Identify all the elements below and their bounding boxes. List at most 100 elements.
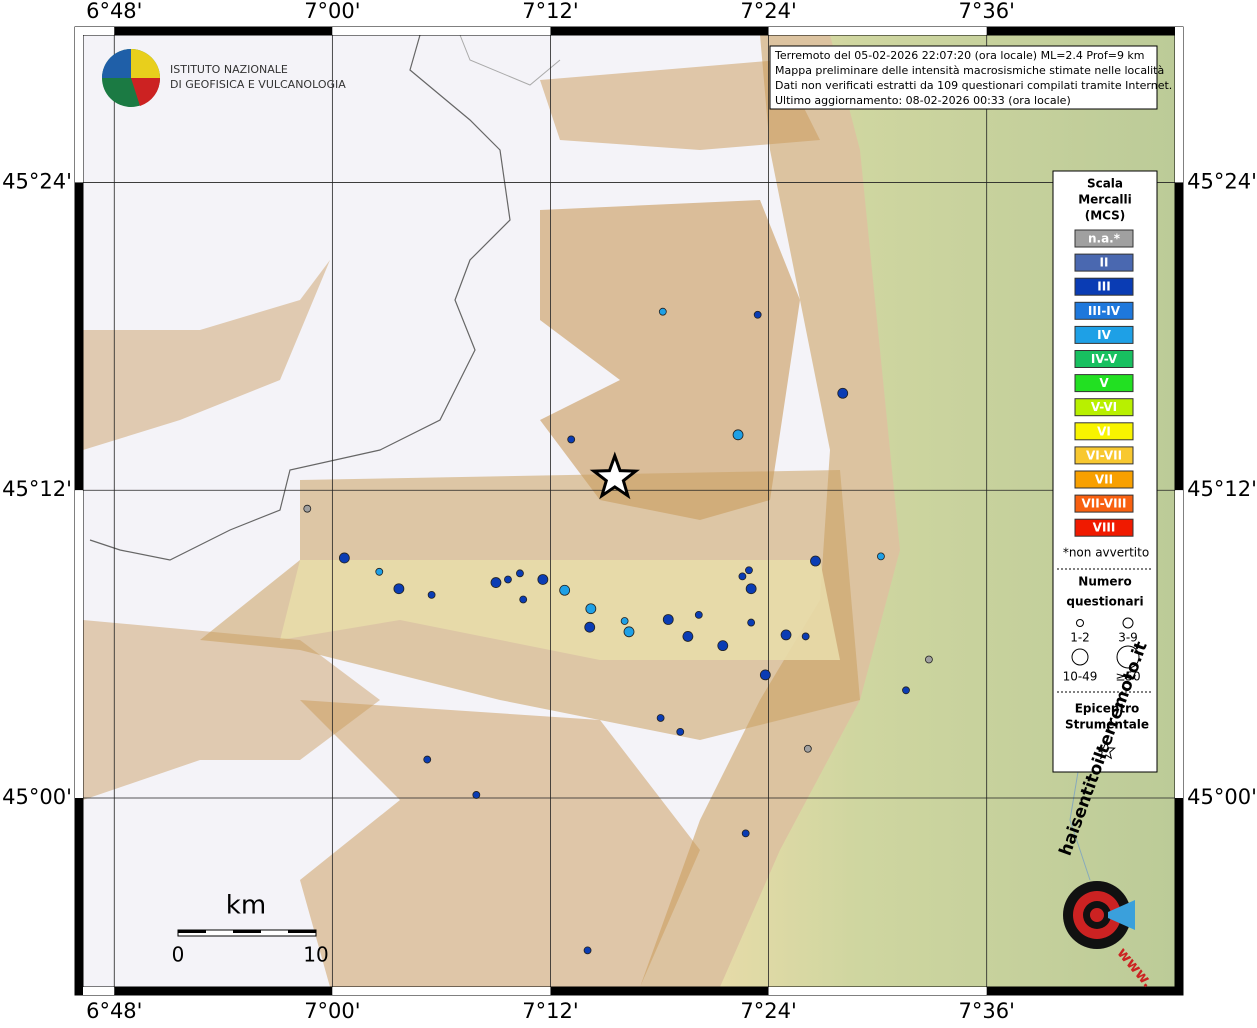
legend-label: VII-VIII — [1081, 497, 1126, 511]
legend-swatch — [1074, 398, 1134, 417]
lat-label: 45°00' — [1187, 785, 1257, 809]
legend-title: Mercalli — [1078, 193, 1132, 207]
legend-title: questionari — [1066, 595, 1143, 609]
border-segment — [986, 27, 1183, 35]
info-line: Dati non verificati estratti da 109 ques… — [775, 79, 1172, 92]
legend-swatch — [1074, 446, 1134, 465]
legend-label: V-VI — [1091, 400, 1117, 414]
intensity-point — [516, 569, 524, 578]
intensity-point — [490, 577, 502, 588]
info-box: Terremoto del 05-02-2026 22:07:20 (ora l… — [769, 45, 1172, 110]
intensity-point — [583, 946, 592, 955]
lat-label: 45°12' — [1187, 477, 1257, 501]
intensity-point — [745, 566, 753, 575]
legend-swatch — [1074, 277, 1134, 296]
legend-label: III-IV — [1088, 304, 1121, 318]
legend: ScalaMercalli(MCS)n.a.*IIIIIIII-IVIVIV-V… — [1052, 170, 1158, 773]
intensity-point — [519, 595, 528, 604]
intensity-point — [623, 626, 635, 638]
legend-swatch — [1074, 325, 1134, 344]
lon-label: 7°12' — [522, 999, 578, 1023]
lon-label: 7°24' — [740, 0, 796, 23]
legend-label: VI-VII — [1086, 448, 1122, 462]
legend-swatch — [1074, 229, 1134, 248]
legend-swatch — [1074, 422, 1134, 441]
intensity-point — [375, 567, 384, 576]
intensity-point — [745, 583, 757, 595]
intensity-point — [423, 755, 432, 764]
ingv-logo: ISTITUTO NAZIONALE DI GEOFISICA E VULCAN… — [102, 49, 346, 107]
intensity-point — [717, 640, 729, 652]
graticule — [83, 35, 1175, 987]
intensity-point — [837, 387, 849, 399]
intensity-point — [925, 655, 933, 664]
info-line: Terremoto del 05-02-2026 22:07:20 (ora l… — [774, 49, 1145, 62]
legend-swatch — [1074, 253, 1134, 272]
legend-size-label: 10-49 — [1063, 670, 1098, 684]
intensity-point — [585, 603, 597, 615]
intensity-point — [741, 829, 750, 838]
lat-label: 45°12' — [2, 477, 72, 501]
info-line: Mappa preliminare delle intensità macros… — [775, 64, 1164, 77]
border-segment — [1175, 182, 1183, 491]
intensity-point — [810, 555, 821, 567]
scale-label: 0 — [172, 943, 185, 967]
logo-text: ISTITUTO NAZIONALE — [170, 63, 288, 76]
legend-title: (MCS) — [1085, 209, 1126, 223]
border-segment — [75, 798, 83, 995]
info-line: Ultimo aggiornamento: 08-02-2026 00:33 (… — [775, 94, 1071, 107]
legend-size — [1122, 617, 1134, 629]
points — [303, 307, 933, 955]
intensity-point — [801, 632, 810, 641]
border-segment — [1175, 490, 1183, 799]
border-segment — [114, 987, 333, 995]
legend-label: VII — [1095, 473, 1113, 487]
legend-swatch — [1074, 350, 1134, 368]
border-segment — [550, 27, 769, 35]
intensity-point — [803, 744, 812, 753]
border-segment — [75, 490, 83, 799]
legend-swatch — [1074, 494, 1134, 513]
border-segment — [75, 182, 83, 491]
intensity-point — [427, 590, 436, 599]
legend-label: VIII — [1093, 521, 1116, 535]
terrain — [83, 35, 1175, 987]
border-segment — [75, 27, 115, 35]
lon-label: 7°36' — [959, 999, 1015, 1023]
scale-bar: km 0 10 — [172, 891, 329, 967]
intensity-point — [559, 584, 571, 596]
intensity-point — [584, 621, 596, 633]
intensity-point — [472, 791, 481, 799]
legend-title: Strumentale — [1065, 718, 1149, 732]
border-segment — [332, 27, 551, 35]
border-segment — [114, 27, 333, 35]
legend-size — [1076, 619, 1084, 627]
border-segment — [986, 987, 1183, 995]
border-segment — [550, 987, 769, 995]
border-segment — [1175, 798, 1183, 995]
lon-label: 7°24' — [740, 999, 796, 1023]
legend-size-label: 3-9 — [1118, 631, 1138, 645]
intensity-point — [738, 572, 747, 581]
intensity-point — [759, 669, 771, 681]
legend-label: V — [1099, 376, 1109, 390]
lon-label: 6°48' — [86, 0, 142, 23]
lon-label: 7°00' — [304, 0, 360, 23]
intensity-point — [656, 714, 665, 722]
intensity-point — [902, 686, 910, 695]
intensity-point — [567, 435, 576, 444]
logo-text: DI GEOFISICA E VULCANOLOGIA — [170, 78, 346, 91]
legend-size — [1116, 645, 1140, 669]
border-segment — [1175, 27, 1183, 183]
intensity-point — [338, 552, 350, 564]
legend-title: Numero — [1078, 575, 1131, 589]
legend-note: *non avvertito — [1063, 546, 1149, 560]
intensity-point — [753, 310, 762, 319]
legend-label: IV-V — [1091, 352, 1118, 366]
legend-size-label: ≥50 — [1115, 670, 1140, 684]
scale-unit: km — [226, 891, 266, 921]
intensity-point — [620, 617, 629, 625]
legend-title: Scala — [1087, 177, 1123, 191]
lon-label: 7°36' — [959, 0, 1015, 23]
